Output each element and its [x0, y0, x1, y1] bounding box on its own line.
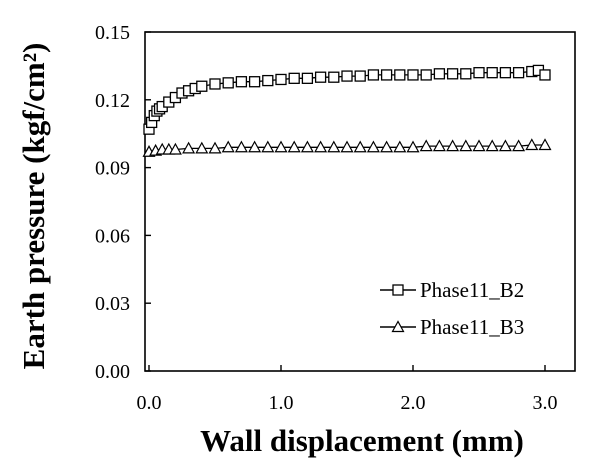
- y-tick-label: 0.15: [95, 22, 130, 44]
- series-1-point: [196, 80, 208, 92]
- series-1-point: [460, 68, 472, 80]
- series-2-point: [525, 138, 539, 151]
- series-2-point: [512, 139, 526, 152]
- series-1-point: [486, 67, 498, 79]
- plot-frame: [144, 31, 576, 372]
- series-2-point: [406, 140, 420, 153]
- series-1-point: [433, 68, 446, 80]
- y-tick-label: 0.06: [95, 225, 130, 247]
- series-2-point: [419, 139, 433, 152]
- series-2-point: [472, 139, 486, 152]
- series-1-point: [539, 69, 551, 81]
- legend: Phase11_B2 Phase11_B3: [380, 278, 524, 339]
- series-2-point: [300, 140, 314, 153]
- series-1-point: [367, 69, 380, 81]
- series-2-point: [340, 140, 354, 153]
- y-axis-ticks: 0.00 0.03 0.06 0.09 0.12 0.15: [95, 22, 151, 383]
- legend-label-1: Phase11_B2: [420, 278, 524, 302]
- series-1-point: [420, 69, 432, 81]
- series-2-point: [274, 140, 288, 153]
- series-1-point: [380, 69, 393, 81]
- series-2-point: [393, 140, 407, 153]
- series-2-point: [432, 139, 446, 152]
- series-2-point: [248, 140, 262, 153]
- series-2-point: [366, 140, 380, 153]
- series-2-point: [446, 139, 460, 152]
- y-tick-label: 0.03: [95, 293, 130, 315]
- x-tick-label: 1.0: [269, 392, 294, 414]
- y-axis-title: Earth pressure (kgf/cm²): [16, 43, 51, 370]
- series-1-point: [499, 67, 512, 79]
- series-1-point: [328, 71, 340, 83]
- x-tick-label: 0.0: [137, 392, 162, 414]
- series-1-point: [512, 67, 525, 79]
- y-tick-label: 0.09: [95, 158, 130, 180]
- series-2-point: [182, 141, 196, 154]
- series-2-point: [208, 141, 222, 154]
- y-tick-label: 0.12: [95, 90, 130, 112]
- series-1-point: [394, 69, 406, 81]
- legend-marker-1: [392, 284, 404, 296]
- series-2-point: [538, 138, 552, 151]
- legend-marker-2: [391, 320, 405, 333]
- series-2-point: [195, 141, 209, 154]
- series-1-point: [446, 68, 459, 80]
- series-1-point: [354, 70, 366, 82]
- series-2-point: [168, 142, 182, 155]
- series-1-point: [262, 74, 274, 87]
- series-1-point: [314, 71, 327, 83]
- series-2-point: [221, 140, 235, 153]
- series-2-point: [234, 140, 248, 153]
- series-1-point: [407, 69, 419, 81]
- series-1-point: [301, 72, 314, 84]
- series-2-point: [498, 139, 512, 152]
- series-2-point: [261, 140, 275, 153]
- x-tick-label: 2.0: [401, 392, 426, 414]
- series-1-point: [248, 76, 261, 88]
- series-2-point: [485, 139, 499, 152]
- series-1-point: [341, 70, 353, 82]
- series-2-point: [314, 140, 328, 153]
- x-axis-title: Wall displacement (mm): [200, 423, 524, 458]
- x-axis-ticks: 0.0 1.0 2.0 3.0: [137, 365, 558, 414]
- series-1-point: [288, 72, 300, 84]
- x-tick-label: 3.0: [533, 392, 558, 414]
- series-2-point: [327, 140, 341, 153]
- series-2-point: [353, 140, 367, 153]
- series-2-point: [380, 140, 394, 153]
- y-tick-label: 0.00: [95, 361, 130, 383]
- series-1-point: [222, 77, 234, 89]
- legend-label-2: Phase11_B3: [420, 315, 524, 339]
- series-1-point: [209, 78, 221, 90]
- series-1-point: [275, 73, 287, 86]
- series-2-point: [459, 139, 473, 152]
- series-layer: [142, 64, 552, 157]
- series-1-point: [473, 67, 485, 79]
- series-2-point: [287, 140, 301, 153]
- series-1-point: [235, 76, 248, 88]
